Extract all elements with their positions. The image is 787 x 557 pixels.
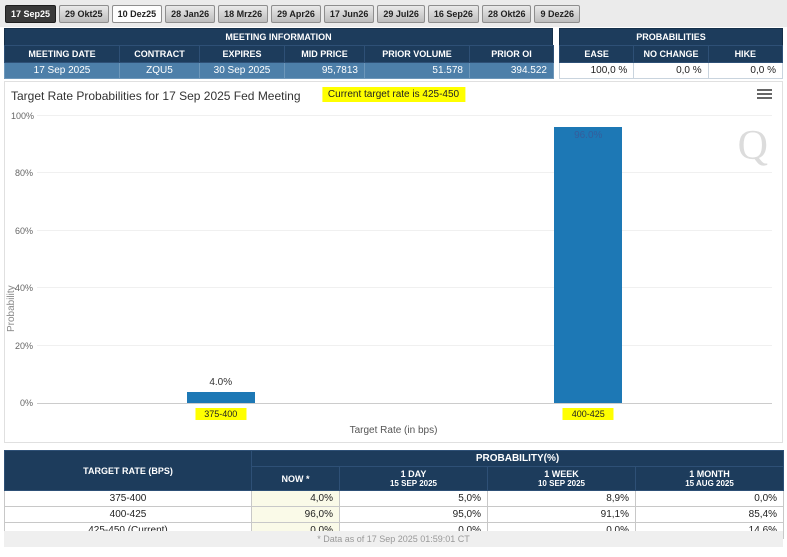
now-cell: 96,0%: [251, 506, 340, 523]
meeting-info-cell-3: 95,7813: [284, 62, 365, 79]
prob-summary-cell-0: 100,0 %: [558, 62, 635, 79]
x-tick-400-425: 400-425: [562, 408, 614, 420]
gridline: [37, 229, 772, 231]
gridline: [37, 115, 772, 116]
one-month-cell: 0,0%: [634, 490, 785, 507]
prob-summary-col-2: HIKE: [707, 45, 784, 63]
data-asof-footnote: * Data as of 17 Sep 2025 01:59:01 CT: [4, 531, 783, 547]
meeting-info-col-4: PRIOR VOLUME: [364, 45, 470, 63]
probability-chart: Target Rate Probabilities for 17 Sep 202…: [4, 81, 783, 443]
one-week-cell: 8,9%: [487, 490, 636, 507]
plot-area: 0% 20% 40% 60% 80% 100% 4.0% 375-400 96.0% 400-42…: [11, 111, 772, 420]
meeting-info-cell-0: 17 Sep 2025: [4, 62, 120, 79]
table-row: 400-425 96,0% 95,0% 91,1% 85,4%: [4, 506, 785, 523]
sub-header-2: 1 WEEK 10 SEP 2025: [487, 466, 636, 491]
prob-summary-col-1: NO CHANGE: [633, 45, 709, 63]
meeting-info-col-5: PRIOR OI: [469, 45, 554, 63]
now-cell: 4,0%: [251, 490, 340, 507]
probability-group-header: PROBABILITY(%): [250, 450, 785, 467]
meeting-tab-29-okt25[interactable]: 29 Okt25: [59, 5, 109, 23]
selected-meeting-row[interactable]: 17 Sep 2025 ZQU5 30 Sep 2025 95,7813 51.578 3…: [4, 62, 554, 79]
gridline: [37, 344, 772, 346]
sub-header-3: 1 MONTH 15 AUG 2025: [634, 466, 785, 491]
chart-title: Target Rate Probabilities for 17 Sep 202…: [11, 89, 301, 103]
one-week-cell: 91,1%: [487, 506, 636, 523]
x-tick-375-400: 375-400: [195, 408, 247, 420]
probability-detail-table: TARGET RATE (BPS) PROBABILITY(%) NOW * 1 …: [4, 450, 785, 539]
meeting-tab-10-dez25[interactable]: 10 Dez25: [111, 5, 163, 23]
one-day-cell: 95,0%: [339, 506, 488, 523]
x-axis-title: Target Rate (in bps): [349, 425, 438, 436]
meeting-date-tabs: 17 Sep25 29 Okt25 10 Dez25 28 Jan26 18 Mrz26…: [0, 0, 787, 27]
y-tick-label: 20%: [14, 340, 33, 351]
sub-header-1: 1 DAY 15 SEP 2025: [339, 466, 488, 491]
watermark-q-logo: Q: [737, 123, 768, 169]
meeting-info-col-2: EXPIRES: [199, 45, 285, 63]
meeting-information-panel: MEETING INFORMATION MEETING DATE CONTRACT…: [4, 28, 554, 79]
meeting-tab-16-sep26[interactable]: 16 Sep26: [427, 5, 479, 23]
one-month-cell: 85,4%: [634, 506, 785, 523]
probabilities-header: PROBABILITIES: [559, 28, 783, 45]
target-rate-header: TARGET RATE (BPS): [4, 450, 252, 491]
current-target-rate-note: Current target rate is 425-450: [321, 87, 466, 102]
y-tick-label: 0%: [19, 398, 33, 408]
prob-summary-cell-1: 0,0 %: [633, 62, 709, 79]
meeting-info-cell-4: 51.578: [364, 62, 470, 79]
gridline: [37, 287, 772, 289]
y-tick-label: 60%: [14, 225, 33, 236]
meeting-tab-28-okt26[interactable]: 28 Okt26: [481, 5, 532, 23]
bar-value-label: 96.0%: [574, 130, 603, 142]
meeting-info-cell-2: 30 Sep 2025: [199, 62, 285, 79]
meeting-information-table: MEETING DATE CONTRACT EXPIRES MID PRICE PRIO…: [4, 45, 554, 79]
meeting-tab-17-sep25[interactable]: 17 Sep25: [5, 5, 57, 23]
sub-header-0: NOW *: [251, 466, 340, 491]
meeting-tab-28-jan26[interactable]: 28 Jan26: [165, 5, 216, 23]
meeting-info-col-1: CONTRACT: [119, 45, 200, 63]
meeting-tab-29-apr26[interactable]: 29 Apr26: [271, 5, 321, 23]
prob-summary-col-0: EASE: [558, 45, 635, 63]
table-row: 375-400 4,0% 5,0% 8,9% 0,0%: [4, 490, 785, 507]
meeting-tab-18-mrz26[interactable]: 18 Mrz26: [218, 5, 269, 23]
gridline: [37, 172, 772, 174]
probabilities-row: 100,0 % 0,0 % 0,0 %: [558, 62, 784, 79]
meeting-tab-29-jul26[interactable]: 29 Jul26: [377, 5, 425, 23]
bar-400-425[interactable]: [554, 127, 623, 403]
meeting-info-col-3: MID PRICE: [284, 45, 365, 63]
y-tick-label: 100%: [11, 111, 35, 121]
one-day-cell: 5,0%: [339, 490, 488, 507]
target-rate-cell: 400-425: [4, 506, 252, 523]
meeting-info-col-0: MEETING DATE: [4, 45, 120, 63]
prob-summary-cell-2: 0,0 %: [707, 62, 784, 79]
meeting-tab-17-jun26[interactable]: 17 Jun26: [323, 5, 375, 23]
target-rate-cell: 375-400: [4, 490, 252, 507]
bar-value-label: 4.0%: [209, 376, 233, 388]
probabilities-panel: PROBABILITIES EASE NO CHANGE HIKE 100,0 % 0…: [558, 28, 784, 79]
y-tick-label: 40%: [14, 283, 33, 294]
meeting-information-header: MEETING INFORMATION: [4, 28, 553, 45]
y-tick-label: 80%: [14, 168, 33, 179]
meeting-info-cell-1: ZQU5: [119, 62, 200, 79]
meeting-info-cell-5: 394.522: [469, 62, 554, 79]
bar-375-400[interactable]: [186, 391, 255, 403]
chart-menu-icon[interactable]: [757, 89, 772, 101]
meeting-tab-9-dez26[interactable]: 9 Dez26: [534, 5, 580, 23]
probabilities-table: EASE NO CHANGE HIKE 100,0 % 0,0 % 0,0 %: [558, 45, 784, 79]
